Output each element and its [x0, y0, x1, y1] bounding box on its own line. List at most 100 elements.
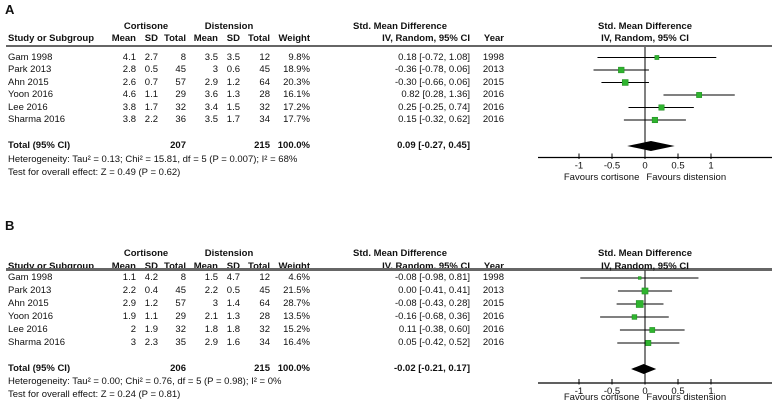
favours-right-label: Favours distension [646, 171, 727, 183]
cell-d_total: 64 [259, 76, 270, 88]
cell-weight: 28.7% [283, 298, 310, 309]
col-header-total2: Total [248, 260, 270, 272]
total-cortisone-n: 206 [170, 363, 186, 374]
cell-c_total: 8 [180, 51, 186, 63]
cell-d_mean: 3.6 [204, 89, 218, 100]
cell-c_total: 32 [175, 101, 186, 113]
col-header-study: Study or Subgroup [8, 33, 95, 44]
cell-year: 2013 [482, 64, 504, 75]
col-header-year: Year [483, 33, 504, 44]
cell-ci: 0.00 [-0.41, 0.41] [398, 285, 470, 296]
cell-d_total: 64 [259, 298, 270, 309]
effect-square [618, 66, 625, 74]
col-header-mean: Mean [111, 33, 136, 44]
cell-ci: -0.08 [-0.43, 0.28] [395, 298, 470, 309]
cell-c_sd: 1.7 [144, 101, 158, 113]
study-label: Lee 2016 [8, 101, 48, 113]
favours-labels: Favours cortisone Favours distension [520, 392, 770, 405]
cell-d_mean: 3.4 [204, 101, 218, 113]
cell-c_total: 29 [175, 311, 186, 322]
cell-d_mean: 3 [212, 64, 218, 75]
cell-d_mean: 3 [212, 298, 218, 309]
cell-ci: 0.05 [-0.42, 0.52] [398, 337, 470, 348]
cell-d_sd: 1.7 [226, 114, 240, 125]
effect-square [651, 116, 658, 124]
cell-year: 2016 [482, 101, 504, 113]
cell-d_sd: 0.6 [226, 64, 240, 75]
cell-d_mean: 3.5 [204, 114, 218, 125]
total-weight: 100.0% [277, 363, 310, 374]
cell-ci: -0.16 [-0.68, 0.36] [395, 311, 470, 322]
cell-c_mean: 2 [130, 324, 136, 335]
col-header-total: Total [164, 260, 186, 272]
effect-square [658, 104, 665, 111]
cell-ci: 0.25 [-0.25, 0.74] [398, 101, 470, 113]
total-distension-n: 215 [254, 140, 270, 151]
cell-d_sd: 4.7 [226, 272, 240, 283]
cell-ci: 0.82 [0.28, 1.36] [401, 89, 470, 100]
axis-tick-label: 0 [642, 161, 647, 172]
cell-d_total: 12 [259, 272, 270, 283]
plot-title: Std. Mean Difference [598, 21, 692, 32]
panel-label: A [5, 2, 15, 17]
overall-effect-text: Test for overall effect: Z = 0.24 (P = 0… [8, 389, 181, 400]
col-header-total: Total [164, 33, 186, 44]
cell-d_mean: 1.5 [204, 272, 218, 283]
cell-d_sd: 1.3 [226, 311, 240, 322]
panel-label: B [5, 218, 15, 233]
cell-c_mean: 2.6 [122, 76, 136, 88]
cell-d_mean: 2.1 [204, 311, 218, 322]
overall-effect-text: Test for overall effect: Z = 0.49 (P = 0… [8, 166, 181, 178]
group-header-distension: Distension [204, 248, 254, 259]
cell-weight: 17.7% [283, 114, 310, 125]
cell-d_total: 34 [259, 114, 270, 125]
heterogeneity-text: Heterogeneity: Tau² = 0.00; Chi² = 0.76,… [8, 376, 282, 387]
effect-square [638, 276, 642, 280]
group-header-smd: Std. Mean Difference [353, 21, 447, 32]
cell-c_total: 8 [180, 272, 186, 283]
effect-square [621, 79, 629, 86]
cell-weight: 13.5% [283, 311, 310, 322]
cell-c_sd: 0.5 [144, 64, 158, 75]
cell-c_mean: 3.8 [122, 101, 136, 113]
cell-d_total: 12 [259, 51, 270, 63]
effect-square [696, 92, 703, 98]
study-label: Gam 1998 [8, 51, 53, 63]
cell-weight: 20.3% [283, 76, 310, 88]
cell-c_total: 57 [175, 298, 186, 309]
cell-d_total: 45 [259, 285, 270, 296]
favours-left-label: Favours cortisone [563, 392, 640, 403]
cell-d_total: 34 [259, 337, 270, 348]
cell-d_total: 45 [259, 64, 270, 75]
group-header-distension: Distension [204, 21, 254, 32]
col-header-mean2: Mean [193, 33, 218, 44]
cell-weight: 16.1% [283, 89, 310, 100]
study-label: Lee 2016 [8, 324, 48, 335]
study-label: Sharma 2016 [8, 114, 66, 125]
group-header-smd: Std. Mean Difference [353, 248, 447, 259]
cell-d_sd: 1.8 [226, 324, 240, 335]
panel-a: A Cortisone Distension Std. Mean Differe… [0, 0, 778, 203]
total-cortisone-n: 207 [170, 140, 186, 151]
cell-c_total: 45 [175, 285, 186, 296]
study-label: Yoon 2016 [8, 89, 54, 100]
cell-d_mean: 2.9 [204, 76, 218, 88]
cell-year: 2015 [482, 298, 504, 309]
cell-c_mean: 4.6 [122, 89, 136, 100]
cell-c_sd: 0.7 [144, 76, 158, 88]
header-rule [6, 268, 772, 271]
cell-ci: -0.30 [-0.66, 0.06] [395, 76, 470, 88]
col-header-study: Study or Subgroup [8, 260, 95, 272]
study-label: Park 2013 [8, 285, 52, 296]
cell-ci: -0.36 [-0.78, 0.06] [395, 64, 470, 75]
col-header-ci: IV, Random, 95% CI [382, 33, 470, 44]
cell-c_sd: 2.2 [144, 114, 158, 125]
plot-title: Std. Mean Difference [598, 248, 692, 259]
cell-c_total: 57 [175, 76, 186, 88]
cell-c_mean: 1.1 [122, 272, 136, 283]
cell-d_mean: 2.9 [204, 337, 218, 348]
effect-square [631, 314, 638, 320]
cell-c_sd: 0.4 [144, 285, 158, 296]
cell-ci: -0.08 [-0.98, 0.81] [395, 272, 470, 283]
cell-ci: 0.18 [-0.72, 1.08] [398, 51, 470, 63]
